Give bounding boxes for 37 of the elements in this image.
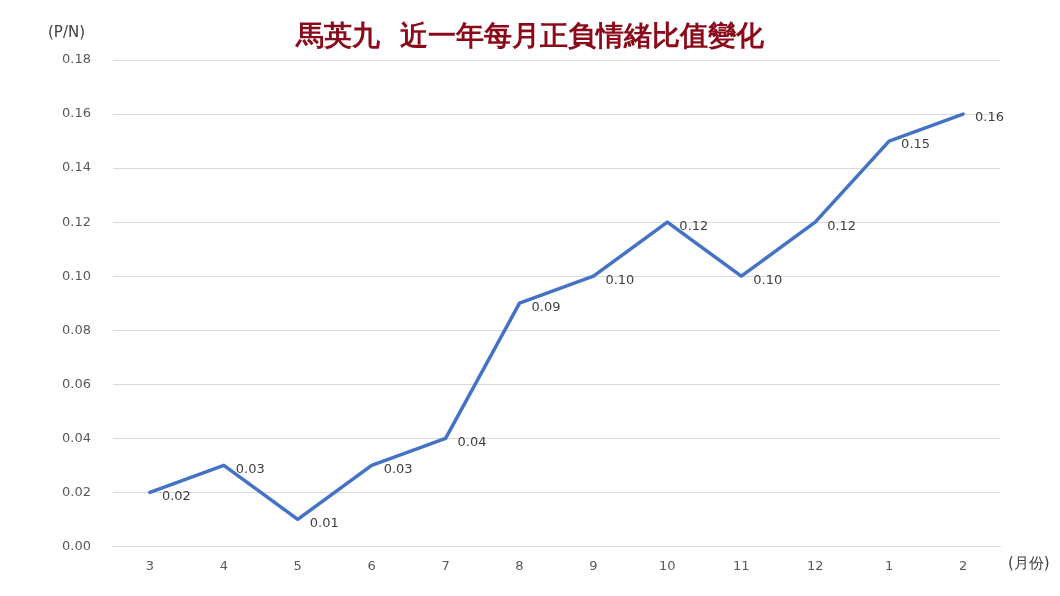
- y-tick-label: 0.00: [61, 537, 91, 553]
- data-label: 0.04: [457, 433, 487, 449]
- y-tick-label: 0.14: [61, 159, 91, 175]
- data-label: 0.01: [309, 514, 339, 530]
- x-tick-label: 5: [293, 557, 302, 573]
- data-label: 0.02: [161, 487, 191, 503]
- y-tick-label: 0.16: [61, 105, 91, 121]
- data-label: 0.12: [827, 217, 857, 233]
- y-tick-label: 0.06: [61, 375, 91, 391]
- x-tick-label: 11: [733, 557, 750, 573]
- x-tick-label: 2: [958, 557, 968, 573]
- x-tick-label: 8: [515, 557, 524, 573]
- x-tick-label: 10: [659, 557, 676, 573]
- chart-title: 馬英九 近一年每月正負情緒比值變化: [295, 19, 765, 53]
- data-label: 0.16: [975, 109, 1004, 125]
- x-tick-label: 7: [441, 557, 450, 573]
- y-tick-label: 0.04: [61, 429, 91, 445]
- x-tick-label: 4: [219, 557, 228, 573]
- x-tick-label: 12: [806, 557, 824, 573]
- data-label: 0.03: [383, 460, 413, 476]
- x-tick-label: 9: [589, 557, 598, 573]
- y-tick-label: 0.10: [61, 267, 91, 283]
- data-label: 0.09: [531, 298, 561, 314]
- data-label: 0.10: [605, 271, 635, 287]
- data-label: 0.03: [235, 460, 265, 476]
- data-label: 0.15: [901, 136, 931, 152]
- data-label: 0.12: [679, 217, 709, 233]
- x-tick-label: 1: [884, 557, 894, 573]
- x-tick-label: 6: [367, 557, 376, 573]
- y-tick-label: 0.08: [61, 321, 91, 337]
- y-tick-label: 0.18: [61, 51, 91, 67]
- y-axis-title: (P/N): [48, 22, 86, 41]
- y-tick-label: 0.02: [61, 483, 91, 499]
- x-axis-title: (月份): [1008, 554, 1050, 573]
- x-tick-label: 3: [145, 557, 155, 573]
- y-tick-label: 0.12: [61, 213, 91, 229]
- data-label: 0.10: [753, 271, 783, 287]
